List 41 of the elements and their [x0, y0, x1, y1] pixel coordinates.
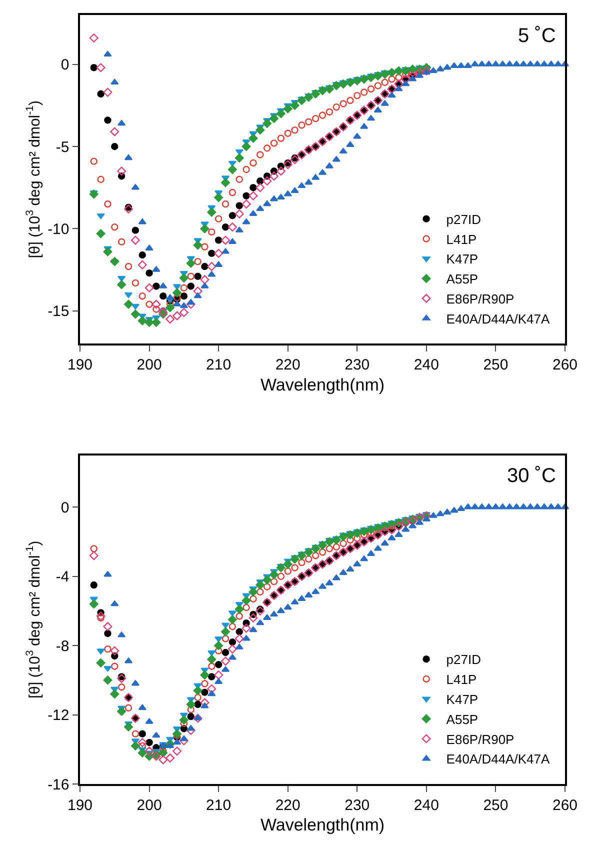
x-tick-label: 250	[483, 356, 508, 374]
y-tick-label: 0	[60, 499, 70, 516]
x-tick-label: 240	[414, 356, 439, 374]
legend-label: E40A/D44A/K47A	[446, 752, 550, 767]
y-tick-label: -5	[56, 138, 70, 156]
legend-label: E86P/R90P	[446, 732, 514, 747]
x-tick-label: 230	[344, 796, 370, 814]
x-tick-label: 200	[136, 796, 162, 814]
legend-label: p27ID	[446, 652, 482, 668]
x-axis-title: Wavelength(nm)	[260, 375, 385, 394]
x-tick-label: 200	[136, 356, 162, 374]
legend-label: A55P	[446, 712, 478, 727]
annotation: 5 ˚C	[518, 25, 556, 47]
y-tick-label: -10	[48, 220, 70, 238]
x-axis-title: Wavelength(nm)	[260, 816, 385, 835]
y-tick-label: -12	[48, 707, 70, 724]
x-tick-label: 230	[344, 356, 370, 374]
y-tick-label: -8	[56, 638, 70, 655]
y-tick-label: -4	[56, 568, 70, 586]
legend-label: K47P	[446, 252, 478, 267]
x-tick-label: 260	[552, 356, 578, 374]
legend-label: K47P	[446, 692, 478, 707]
y-tick-label: -16	[48, 776, 70, 794]
x-tick-label: 210	[206, 356, 232, 374]
legend-label: L41P	[446, 672, 477, 688]
legend-label: A55P	[446, 272, 478, 287]
x-tick-label: 240	[414, 796, 439, 814]
legend-label: E40A/D44A/K47A	[446, 311, 550, 326]
x-tick-label: 190	[67, 356, 93, 374]
legend-label: E86P/R90P	[446, 292, 514, 307]
legend-label: L41P	[446, 232, 477, 247]
y-tick-label: 0	[60, 56, 70, 74]
x-tick-label: 220	[275, 356, 300, 374]
x-tick-label: 210	[206, 796, 232, 814]
x-tick-label: 190	[67, 796, 93, 814]
annotation: 30 ˚C	[507, 465, 556, 487]
x-tick-label: 220	[275, 796, 300, 814]
x-tick-label: 250	[483, 796, 508, 814]
legend-label: p27ID	[446, 212, 482, 227]
x-tick-label: 260	[552, 796, 578, 814]
y-tick-label: -15	[48, 303, 70, 320]
